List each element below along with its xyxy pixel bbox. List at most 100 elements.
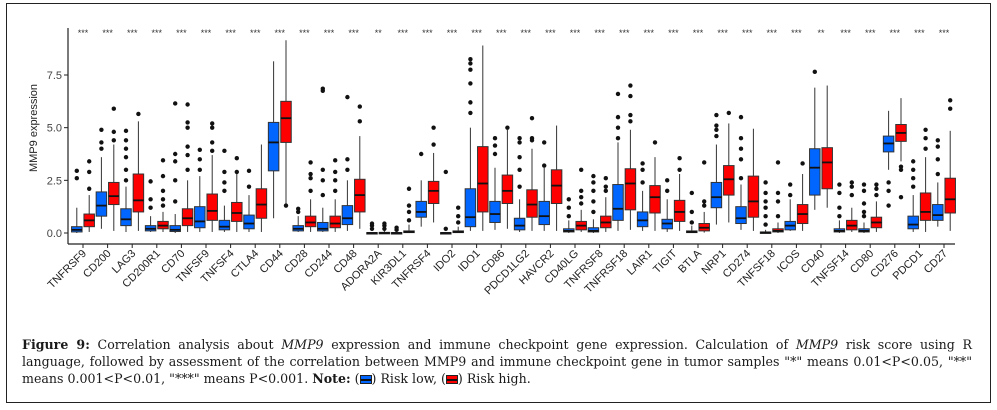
outlier-point [148,179,153,184]
significance-label: *** [890,28,901,38]
outlier-point [406,209,412,215]
outlier-point [628,112,633,118]
outlier-point [911,167,916,172]
box-iqr [907,215,919,230]
outlier-point [923,136,928,141]
outlier-point [812,69,817,75]
outlier-point [861,201,867,206]
outlier-point [837,205,842,210]
x-tick-label: BTLA [676,247,704,275]
outlier-point [173,101,178,106]
outlier-point [296,209,301,215]
x-tick-label: LAIR1 [625,248,655,278]
outlier-point [234,156,239,161]
outlier-point [923,127,928,132]
axes: 0.0 2.5 5.0 7.5 MMP9 expression [28,28,955,248]
outlier-point [111,106,117,111]
outlier-point [628,119,633,124]
outlier-point [320,167,325,172]
outlier-point [874,186,879,191]
outlier-point [345,94,350,100]
outlier-point [320,192,325,198]
box-risk-high [157,158,169,232]
significance-label: *** [102,28,113,38]
significance-label: *** [201,28,212,38]
outlier-point [579,201,584,206]
outlier-point [665,178,670,183]
outlier-point [74,168,80,174]
box-iqr [317,221,329,232]
outlier-point [591,180,596,185]
significance-label: *** [127,28,138,38]
y-tick-label: 2.5 [47,175,62,187]
box-risk-low [194,147,206,232]
box-risk-high [747,128,760,231]
outlier-point [111,138,117,143]
y-tick-label: 7.5 [47,70,62,82]
outlier-point [591,209,596,215]
outlier-point [603,176,608,181]
box-risk-low [686,190,698,234]
box-risk-low [267,61,280,219]
significance-label: *** [914,28,925,38]
box-iqr [280,100,292,143]
outlier-point [738,146,744,151]
outlier-point [210,121,215,126]
box-iqr [735,206,747,225]
box-risk-low [464,57,477,231]
outlier-point [185,102,190,107]
box-iqr [747,175,760,218]
x-tick-label: CD244 [302,248,335,281]
box-risk-high [354,104,366,229]
box-iqr [108,181,120,206]
significance-label: *** [447,28,458,38]
box-iqr [673,199,686,222]
box-iqr [95,191,108,217]
outlier-point [763,213,768,219]
outlier-point [566,205,571,210]
significance-label: ** [817,28,825,38]
outlier-point [861,182,867,187]
outlier-point [468,110,473,116]
outlier-point [210,140,215,145]
outlier-point [886,188,891,194]
outlier-point [246,184,252,189]
outlier-point [775,199,781,204]
outlier-point [406,186,412,191]
legend-swatch-low [359,375,372,384]
box-risk-low [218,148,231,232]
outlier-point [234,169,239,175]
outlier-point [665,188,670,194]
significance-label: *** [570,28,581,38]
box-risk-high [796,161,809,231]
outlier-point [837,213,842,219]
outlier-point [173,159,178,164]
outlier-point [702,199,707,204]
outlier-point [185,120,190,125]
box-risk-low [932,138,944,227]
box-risk-low [735,114,747,230]
box-iqr [169,225,181,233]
outlier-point [185,125,190,130]
outlier-point [320,178,325,183]
significance-label: *** [398,28,409,38]
outlier-point [775,160,781,165]
outlier-point [935,171,940,177]
outlier-point [702,160,707,165]
box-risk-high [550,125,563,231]
box-iqr [550,169,563,205]
outlier-point [222,188,227,194]
outlier-point [911,184,916,189]
outlier-point [111,129,117,135]
outlier-point [763,222,768,227]
significance-label: *** [324,28,335,38]
outlier-point [333,178,338,183]
significance-label: *** [865,28,876,38]
outlier-point [333,169,338,175]
outlier-point [443,169,448,175]
box-risk-high [698,160,710,233]
outlier-point [738,136,744,141]
outlier-point [948,106,953,111]
outlier-point [296,206,301,211]
outlier-point [738,157,744,162]
